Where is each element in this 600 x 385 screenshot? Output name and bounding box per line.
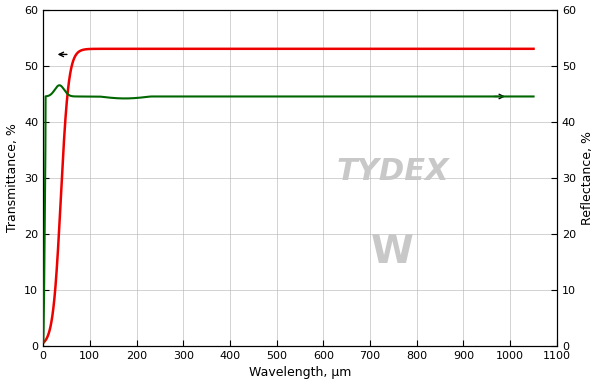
X-axis label: Wavelength, μm: Wavelength, μm bbox=[249, 367, 351, 380]
Text: TYDEX: TYDEX bbox=[336, 157, 449, 186]
Text: W: W bbox=[371, 233, 414, 271]
Y-axis label: Transmittance, %: Transmittance, % bbox=[5, 123, 19, 232]
Y-axis label: Reflectance, %: Reflectance, % bbox=[581, 131, 595, 225]
